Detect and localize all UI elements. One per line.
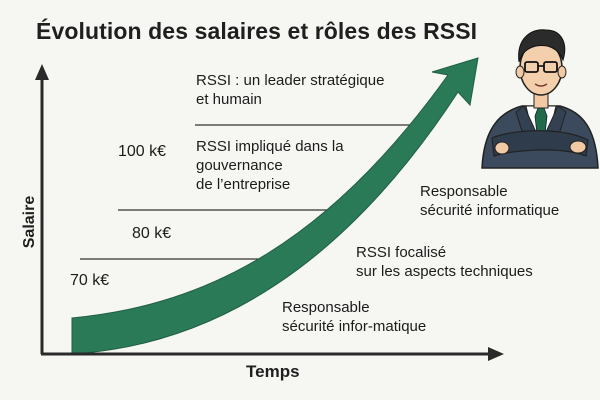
growth-arrow-icon: [71, 57, 479, 355]
salary-label-80k: 80 k€: [132, 225, 172, 242]
y-axis-arrowhead-icon: [35, 64, 49, 80]
role-label-4: RSSI impliqué dans la gouvernance de l’e…: [196, 138, 344, 193]
y-axis-label: Salaire: [21, 195, 38, 249]
x-axis-arrowhead-icon: [488, 347, 504, 361]
page-title: Évolution des salaires et rôles des RSSI: [36, 18, 478, 44]
x-axis-label: Temps: [246, 362, 300, 381]
role-label-3: Responsable sécurité informatique: [420, 183, 560, 219]
role-label-2: RSSI focalisé sur les aspects techniques: [356, 244, 533, 280]
salary-label-100k: 100 k€: [118, 143, 167, 160]
role-label-1: Responsable sécurité infor-matique: [282, 299, 427, 335]
role-label-5: RSSI : un leader stratégique et humain: [196, 72, 385, 108]
businessman-icon: [481, 29, 599, 169]
salary-label-70k: 70 k€: [70, 272, 110, 289]
